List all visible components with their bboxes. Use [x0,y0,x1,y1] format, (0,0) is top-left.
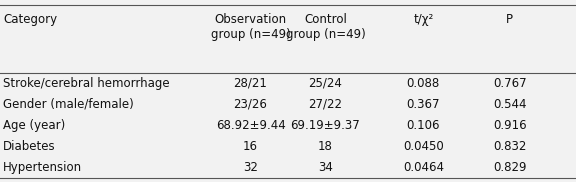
Text: Age (year): Age (year) [3,119,65,132]
Text: Observation
group (n=49): Observation group (n=49) [211,13,290,41]
Text: 0.0464: 0.0464 [403,161,444,174]
Text: 0.544: 0.544 [493,98,526,111]
Text: 18: 18 [318,140,333,153]
Text: 28/21: 28/21 [234,77,267,90]
Text: Control
group (n=49): Control group (n=49) [286,13,365,41]
Text: Diabetes: Diabetes [3,140,55,153]
Text: 32: 32 [243,161,258,174]
Text: 0.0450: 0.0450 [403,140,444,153]
Text: Category: Category [3,13,57,26]
Text: t/χ²: t/χ² [413,13,434,26]
Text: 0.106: 0.106 [407,119,440,132]
Text: 0.916: 0.916 [493,119,526,132]
Text: 68.92±9.44: 68.92±9.44 [215,119,286,132]
Text: 23/26: 23/26 [234,98,267,111]
Text: 27/22: 27/22 [308,98,343,111]
Text: Gender (male/female): Gender (male/female) [3,98,134,111]
Text: Hypertension: Hypertension [3,161,82,174]
Text: 25/24: 25/24 [309,77,342,90]
Text: 0.367: 0.367 [407,98,440,111]
Text: 0.829: 0.829 [493,161,526,174]
Text: Stroke/cerebral hemorrhage: Stroke/cerebral hemorrhage [3,77,169,90]
Text: 69.19±9.37: 69.19±9.37 [290,119,361,132]
Text: 0.767: 0.767 [493,77,526,90]
Text: P: P [506,13,513,26]
Text: 34: 34 [318,161,333,174]
Text: 0.088: 0.088 [407,77,440,90]
Text: 0.832: 0.832 [493,140,526,153]
Text: 16: 16 [243,140,258,153]
